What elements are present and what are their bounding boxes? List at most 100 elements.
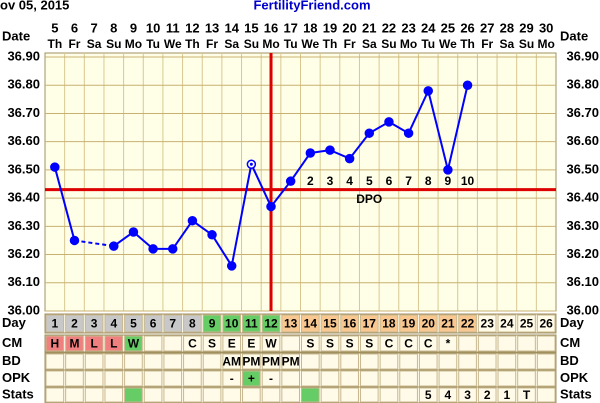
cell bbox=[45, 353, 65, 370]
cell bbox=[124, 370, 143, 387]
y-tick-label: 36.40 bbox=[7, 190, 40, 205]
dpo-label: DPO bbox=[356, 192, 382, 206]
date: 28 bbox=[500, 20, 514, 35]
cell bbox=[84, 335, 104, 352]
cell bbox=[183, 370, 202, 387]
chart-date: ov 05, 2015 bbox=[0, 0, 69, 12]
weekday: Su bbox=[519, 37, 534, 51]
cell-text: 3 bbox=[91, 317, 98, 331]
cell-text: E bbox=[228, 337, 236, 351]
cell bbox=[418, 335, 438, 352]
y-tick-label: 36.20 bbox=[566, 246, 599, 261]
temp-point bbox=[128, 227, 139, 237]
cell bbox=[183, 353, 202, 370]
weekday: Fr bbox=[481, 37, 493, 51]
weekday: Th bbox=[323, 37, 338, 51]
cell bbox=[281, 335, 301, 352]
y-tick-label: 36.00 bbox=[7, 302, 40, 317]
temp-segment bbox=[250, 163, 272, 207]
cell bbox=[261, 387, 281, 403]
cell bbox=[222, 335, 242, 352]
date: 11 bbox=[166, 20, 180, 35]
cell bbox=[379, 314, 399, 333]
cell-text: PM bbox=[262, 355, 280, 369]
cell bbox=[340, 335, 359, 352]
cell bbox=[497, 314, 517, 333]
cell-text: 8 bbox=[189, 317, 196, 331]
temp-segment bbox=[446, 84, 469, 171]
cell bbox=[124, 353, 143, 370]
cell-text: 4 bbox=[445, 388, 452, 402]
cell bbox=[320, 370, 340, 387]
temp-segment bbox=[211, 234, 233, 267]
temp-point bbox=[443, 165, 453, 175]
y-tick-label: 36.60 bbox=[566, 133, 599, 148]
cell bbox=[183, 335, 202, 352]
weekday: Mo bbox=[262, 37, 279, 51]
row-label: OPK bbox=[560, 370, 589, 385]
cell bbox=[536, 314, 556, 333]
cell bbox=[497, 370, 517, 387]
cell bbox=[163, 370, 183, 387]
y-tick-label: 36.80 bbox=[566, 77, 599, 92]
cell-text: PM bbox=[242, 355, 260, 369]
temp-segment bbox=[407, 90, 430, 134]
dpo-number: 9 bbox=[445, 174, 452, 188]
weekday: Th bbox=[185, 37, 200, 51]
cell bbox=[143, 335, 163, 352]
cell bbox=[301, 387, 320, 403]
cell bbox=[477, 387, 497, 403]
date: 29 bbox=[519, 20, 533, 35]
cell-text: 14 bbox=[304, 317, 318, 331]
cell bbox=[458, 335, 477, 352]
temp-point bbox=[207, 230, 217, 240]
y-tick-label: 36.40 bbox=[566, 190, 599, 205]
cell-text: W bbox=[128, 337, 140, 351]
y-tick-label: 36.80 bbox=[7, 77, 40, 92]
cell-text: 20 bbox=[422, 317, 436, 331]
cell bbox=[458, 370, 477, 387]
cell bbox=[222, 353, 242, 370]
y-tick-label: 36.00 bbox=[566, 302, 599, 317]
cell bbox=[281, 314, 301, 333]
temp-point bbox=[462, 80, 473, 90]
cell bbox=[261, 370, 281, 387]
cell bbox=[242, 314, 261, 333]
cell-text: PM bbox=[282, 355, 300, 369]
temp-point-center bbox=[249, 162, 253, 166]
temp-point bbox=[344, 153, 355, 164]
cell bbox=[84, 314, 104, 333]
date: 18 bbox=[303, 20, 317, 35]
temp-segment bbox=[348, 132, 371, 160]
weekday: Sa bbox=[224, 37, 239, 51]
cell bbox=[477, 353, 497, 370]
cell-text: C bbox=[385, 337, 394, 351]
cell-text: 17 bbox=[363, 317, 377, 331]
cell bbox=[183, 314, 202, 333]
cell-text: * bbox=[446, 337, 451, 351]
y-tick-label: 36.10 bbox=[566, 274, 599, 289]
cell bbox=[222, 314, 242, 333]
cell bbox=[104, 353, 124, 370]
y-tick-label: 36.30 bbox=[7, 218, 40, 233]
cell-text: 10 bbox=[225, 317, 239, 331]
row-label: Day bbox=[2, 315, 27, 330]
weekday: Mo bbox=[538, 37, 555, 51]
date: 15 bbox=[244, 20, 258, 35]
cell bbox=[379, 387, 399, 403]
cell bbox=[438, 335, 458, 352]
dpo-number: 6 bbox=[386, 174, 393, 188]
cell bbox=[65, 314, 84, 333]
cell bbox=[84, 370, 104, 387]
cell bbox=[45, 370, 65, 387]
cell bbox=[438, 370, 458, 387]
y-tick-label: 36.50 bbox=[7, 161, 40, 176]
cell-text: 1 bbox=[51, 317, 58, 331]
cell bbox=[104, 335, 124, 352]
cell bbox=[497, 387, 517, 403]
weekday: Su bbox=[381, 37, 396, 51]
temp-point bbox=[384, 117, 394, 127]
date: 24 bbox=[421, 20, 436, 35]
cell bbox=[320, 353, 340, 370]
